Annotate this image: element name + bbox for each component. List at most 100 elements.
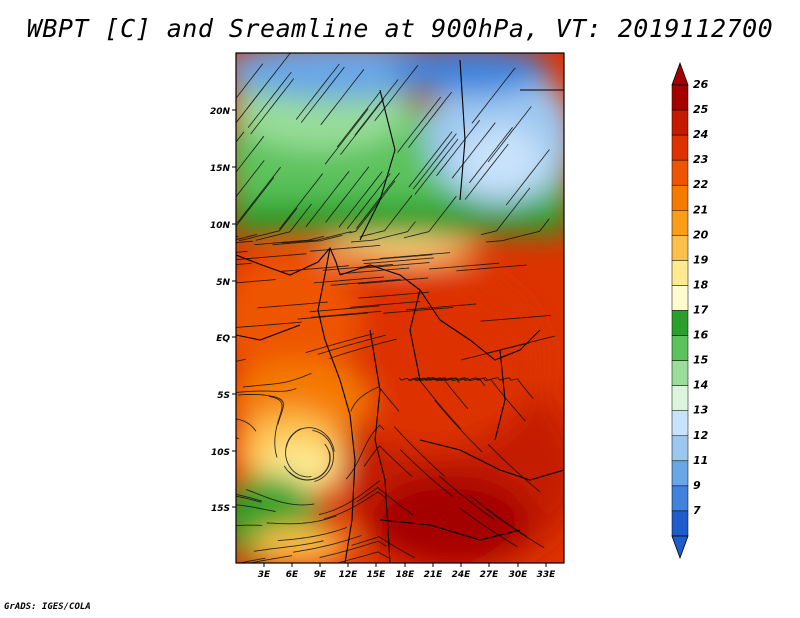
colorbar-label: 24	[693, 128, 708, 141]
streamline	[236, 253, 307, 261]
colorbar-label: 21	[693, 203, 708, 216]
streamline	[253, 540, 324, 552]
streamline	[318, 480, 381, 515]
colorbar-label: 19	[693, 253, 709, 266]
streamline	[329, 338, 398, 359]
grads-credit: GrADS: IGES/COLA	[4, 602, 91, 612]
colorbar-swatch	[671, 335, 689, 361]
streamline	[305, 170, 350, 228]
streamline	[335, 551, 390, 563]
streamline	[351, 536, 416, 559]
latitude-axis: 20N 15N 10N 5N EQ 5S 10S 15S	[210, 107, 231, 514]
streamline	[309, 305, 380, 313]
colorbar-swatch	[671, 460, 689, 487]
streamline	[236, 321, 302, 328]
streamline	[323, 491, 386, 520]
lon-label: 30E	[509, 570, 529, 580]
streamline	[300, 66, 345, 123]
colorbar-label: 17	[693, 304, 709, 317]
streamline	[236, 63, 264, 99]
streamline	[237, 166, 281, 223]
streamline	[414, 377, 469, 410]
streamline	[397, 96, 442, 153]
lat-label: 10N	[210, 221, 231, 231]
colorbar-swatch	[671, 134, 689, 161]
map-frame	[235, 52, 565, 564]
streamline	[412, 133, 457, 190]
lat-label: 5S	[217, 391, 230, 401]
streamline	[434, 399, 483, 453]
streamline	[408, 91, 452, 148]
lon-label: 6E	[286, 570, 299, 580]
lon-label: 21E	[424, 570, 444, 580]
streamline	[247, 71, 292, 128]
colorbar-label: 25	[693, 103, 709, 116]
streamline	[255, 203, 312, 241]
streamline	[248, 555, 292, 563]
streamline	[460, 342, 530, 361]
streamline	[356, 486, 414, 516]
streamline	[406, 303, 477, 311]
lon-label: 18E	[396, 570, 416, 580]
streamline	[305, 333, 374, 354]
colorbar-label: 7	[693, 504, 701, 517]
streamline	[236, 233, 258, 241]
streamline	[236, 160, 265, 198]
colorbar-swatch	[671, 485, 689, 512]
longitude-ticks	[263, 563, 547, 567]
latitude-ticks	[232, 109, 236, 508]
streamline	[236, 262, 252, 266]
streamline	[438, 475, 495, 520]
streamline	[236, 418, 257, 432]
streamline	[250, 78, 295, 135]
chart-title: WBPT [C] and Sreamline at 900hPa, VT: 20…	[26, 14, 774, 43]
streamline	[236, 504, 276, 512]
streamline	[354, 79, 399, 136]
colorbar-lower-arrow	[671, 535, 689, 560]
lon-label: 15E	[367, 570, 387, 580]
streamline	[349, 180, 396, 234]
streamline	[236, 524, 263, 527]
streamlines	[236, 53, 556, 563]
streamline	[246, 489, 315, 506]
streamline	[236, 387, 297, 393]
colorbar-label: 22	[693, 178, 709, 191]
streamline	[322, 264, 393, 271]
streamline	[268, 395, 283, 458]
streamline	[351, 221, 416, 243]
colorbar-swatch	[671, 184, 689, 211]
streamline	[403, 195, 457, 239]
streamline	[295, 63, 340, 120]
streamline	[485, 508, 545, 548]
streamline	[359, 195, 413, 238]
streamline	[312, 429, 334, 482]
lon-label: 33E	[537, 570, 557, 580]
streamline	[505, 149, 550, 206]
streamline	[363, 257, 434, 265]
streamline	[324, 108, 369, 165]
lat-label: 15S	[211, 504, 230, 514]
streamline	[238, 207, 298, 241]
streamline	[282, 231, 352, 244]
streamline	[471, 67, 516, 124]
streamline	[320, 69, 365, 126]
streamline	[285, 428, 312, 478]
streamline	[236, 279, 276, 284]
longitude-axis: 3E 6E 9E 12E 15E 18E 21E 24E 27E 30E 33E	[258, 570, 556, 580]
colorbar-label: 9	[693, 479, 701, 492]
colorbar-swatch	[671, 235, 689, 261]
colorbar-swatch	[671, 410, 689, 437]
streamline	[313, 276, 384, 284]
colorbar-label: 23	[693, 153, 709, 166]
streamline	[487, 106, 532, 163]
colorbar-label: 26	[693, 78, 709, 91]
streamline	[393, 426, 445, 477]
streamline	[487, 443, 541, 493]
lon-label: 3E	[258, 570, 271, 580]
streamline	[236, 177, 275, 227]
lat-label: 15N	[210, 164, 231, 174]
colorbar: 26 25 24 23 22 21 20 19 18 17 16 15 14 13 12 11 9 7	[671, 61, 709, 560]
streamline	[469, 495, 528, 537]
streamline	[414, 138, 459, 195]
